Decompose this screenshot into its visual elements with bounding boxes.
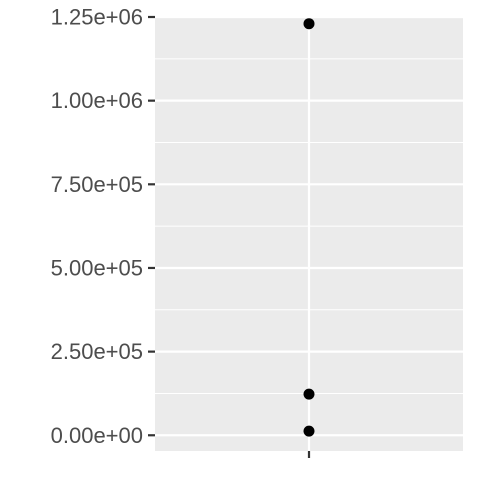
y-tick-label: 5.00e+05	[51, 255, 143, 280]
y-tick-label: 2.50e+05	[51, 339, 143, 364]
data-point	[303, 425, 315, 437]
data-point	[303, 388, 315, 400]
y-tick-label: 7.50e+05	[51, 172, 143, 197]
major-gridlines	[155, 15, 463, 451]
data-points	[303, 18, 315, 437]
y-axis-ticks	[148, 15, 155, 437]
y-tick-label: 1.25e+06	[51, 5, 143, 30]
y-tick-label: 0.00e+00	[51, 423, 143, 448]
y-tick-label: 1.00e+06	[51, 88, 143, 113]
y-axis-labels: 0.00e+00 2.50e+05 5.00e+05 7.50e+05 1.00e+06…	[51, 5, 143, 448]
data-point	[303, 18, 315, 30]
